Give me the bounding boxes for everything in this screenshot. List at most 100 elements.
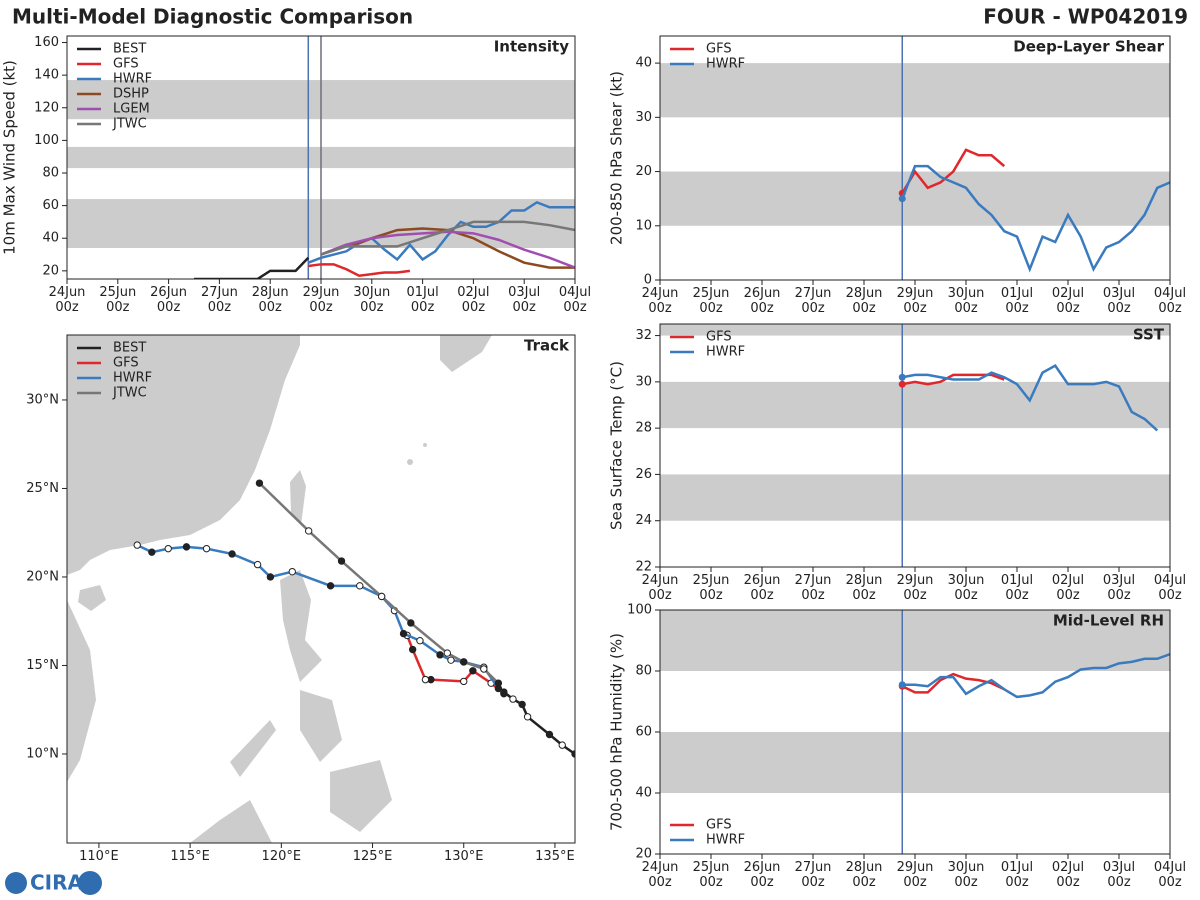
x-tick-label: 04Jul 00z: [1153, 573, 1187, 603]
x-tick-label: 135°E: [535, 849, 575, 864]
y-tick-label: 20°N: [26, 569, 59, 584]
series-line: [902, 364, 1159, 432]
y-tick-label: 28: [635, 421, 652, 436]
x-tick-label: 29Jun 00z: [896, 573, 934, 603]
x-tick-label: 01Jul 00z: [1000, 860, 1034, 890]
x-tick-label: 04Jul 00z: [1153, 286, 1187, 316]
y-tick-label: 0: [644, 273, 652, 288]
track-point: [416, 636, 424, 645]
y-tick-label: 60: [635, 725, 652, 740]
x-tick-label: 26Jun 00z: [743, 573, 781, 603]
panel-title: Track: [524, 337, 570, 355]
x-tick-label: 30Jun 00z: [947, 860, 985, 890]
y-tick-label: 80: [635, 664, 652, 679]
x-tick-label: 29Jun 00z: [896, 286, 934, 316]
track-point: [253, 560, 262, 569]
legend-label: GFS: [706, 818, 732, 833]
x-tick-label: 01Jul 00z: [1000, 286, 1034, 316]
track-point: [202, 544, 211, 553]
track-point: [266, 573, 275, 581]
track-point: [443, 649, 452, 657]
x-tick-label: 04Jul 00z: [558, 285, 592, 315]
y-axis-label: Sea Surface Temp (°C): [608, 361, 626, 530]
track-point: [518, 700, 526, 709]
x-tick-label: 28Jun 00z: [845, 286, 883, 316]
y-tick-label: 140: [34, 68, 59, 83]
y-tick-label: 80: [42, 165, 59, 180]
x-tick-label: 24Jun 00z: [641, 860, 679, 890]
x-tick-label: 02Jul 00z: [1051, 573, 1085, 603]
track-point: [545, 730, 554, 739]
frame: [659, 323, 1171, 568]
x-tick-label: 03Jul 00z: [1102, 573, 1136, 603]
x-tick-label: 24Jun 00z: [641, 286, 679, 316]
track-point: [460, 658, 468, 666]
track-point: [164, 544, 172, 553]
plot-area: [67, 36, 575, 279]
track-point: [500, 690, 508, 698]
x-tick-label: 25Jun 00z: [692, 573, 730, 603]
x-tick-label: 04Jul 00z: [1153, 860, 1187, 890]
plot-area: [660, 324, 1170, 567]
track-point: [326, 582, 335, 590]
y-tick-label: 26: [635, 467, 652, 482]
y-tick-label: 160: [34, 35, 59, 50]
y-tick-label: 40: [635, 786, 652, 801]
x-tick-label: 25Jun 00z: [99, 285, 137, 315]
track-point: [288, 567, 296, 576]
legend-label: DSHP: [113, 87, 149, 102]
legend-label: HWRF: [706, 57, 745, 72]
series-line: [194, 256, 310, 279]
series-line: [308, 263, 411, 278]
x-tick-label: 24Jun 00z: [48, 285, 86, 315]
legend-label: GFS: [706, 42, 732, 57]
track-point: [523, 713, 532, 721]
x-tick-label: 26Jun 00z: [743, 860, 781, 890]
legend-label: HWRF: [706, 833, 745, 848]
track-point: [436, 651, 444, 659]
x-tick-label: 30Jun 00z: [353, 285, 391, 315]
y-tick-label: 40: [635, 56, 652, 71]
x-tick-label: 02Jul 00z: [1051, 286, 1085, 316]
y-tick-label: 22: [635, 560, 652, 575]
legend-label: HWRF: [113, 371, 152, 386]
x-tick-label: 28Jun 00z: [845, 573, 883, 603]
band: [660, 324, 1170, 336]
legend-label: LGEM: [113, 102, 150, 117]
band: [660, 610, 1170, 671]
series-line: [902, 653, 1170, 699]
frame: [659, 609, 1171, 855]
plot-area: [133, 479, 575, 758]
track-point: [460, 677, 468, 686]
legend-label: BEST: [113, 42, 146, 57]
x-tick-label: 27Jun 00z: [200, 285, 238, 315]
plot-area: [660, 36, 1170, 280]
x-tick-label: 28Jun 00z: [845, 860, 883, 890]
y-tick-label: 100: [34, 133, 59, 148]
land: [67, 335, 492, 843]
series-line: [136, 543, 500, 690]
y-tick-label: 20: [635, 164, 652, 179]
y-tick-label: 120: [34, 100, 59, 115]
y-tick-label: 30: [635, 374, 652, 389]
band: [660, 63, 1170, 118]
y-tick-label: 24: [635, 513, 652, 528]
frame: [66, 35, 576, 280]
x-tick-label: 03Jul 00z: [1102, 286, 1136, 316]
legend-label: HWRF: [706, 345, 745, 360]
start-point: [898, 373, 906, 381]
logo: CIRA: [5, 871, 102, 895]
track-point: [421, 675, 430, 684]
y-axis-label: 700-500 hPa Humidity (%): [608, 633, 626, 831]
figure-title: Multi-Model Diagnostic Comparison: [12, 5, 413, 29]
x-tick-label: 27Jun 00z: [794, 286, 832, 316]
y-axis-label: 10m Max Wind Speed (kt): [1, 60, 19, 255]
x-tick-label: 24Jun 00z: [641, 573, 679, 603]
legend-label: GFS: [113, 57, 139, 72]
track-point: [304, 527, 313, 535]
y-tick-label: 20: [635, 847, 652, 862]
y-tick-label: 20: [42, 263, 59, 278]
start-point: [898, 380, 906, 388]
x-tick-label: 28Jun 00z: [251, 285, 289, 315]
